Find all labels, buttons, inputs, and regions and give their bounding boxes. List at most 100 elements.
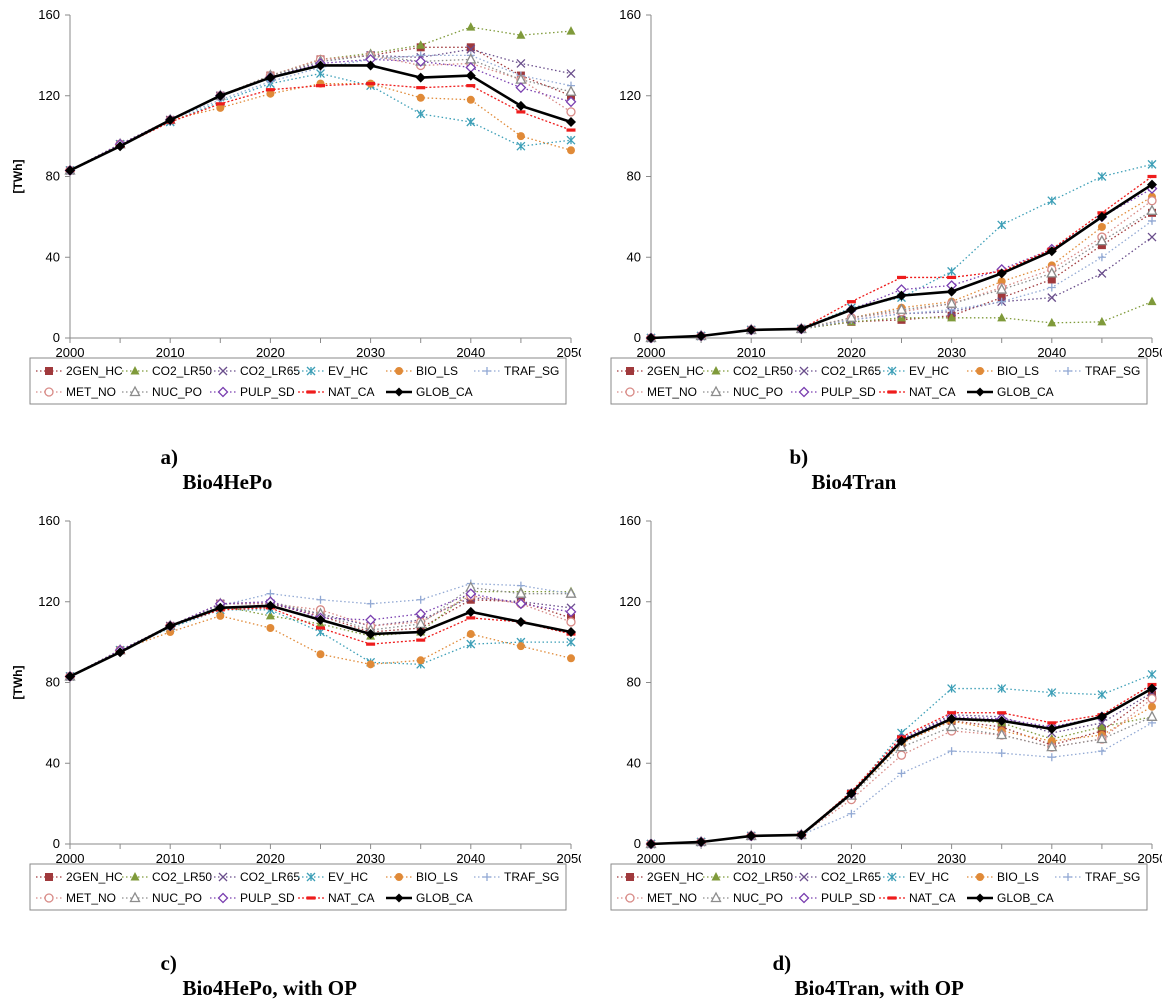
data-point-glob-ca xyxy=(165,114,176,125)
data-point-met-no xyxy=(1147,196,1157,206)
caption-d: d) Bio4Tran, with OP xyxy=(762,926,964,1001)
data-point-nat-ca xyxy=(897,275,906,280)
legend-label: TRAF_SG xyxy=(1085,870,1140,884)
data-point-nat-ca xyxy=(215,102,225,106)
legend-item-bio-ls: BIO_LS xyxy=(386,364,458,378)
y-tick-label: 160 xyxy=(619,7,641,22)
data-point-traf-sg xyxy=(997,749,1006,758)
data-point-bio-ls xyxy=(216,611,225,620)
legend-label: MET_NO xyxy=(66,385,116,399)
legend-item-2gen-hc: 2GEN_HC xyxy=(36,364,123,378)
legend-item-co2-lr50: CO2_LR50 xyxy=(122,870,212,884)
series-nat-ca xyxy=(646,682,1157,846)
legend-label: GLOB_CA xyxy=(997,891,1054,905)
y-tick-label: 0 xyxy=(53,330,60,345)
data-point-glob-ca xyxy=(1096,711,1107,722)
data-point-ev-hc xyxy=(466,639,476,649)
data-point-bio-ls xyxy=(316,650,325,659)
data-point-nuc-po xyxy=(1046,267,1058,278)
legend-item-met-no: MET_NO xyxy=(617,891,697,905)
data-point-ev-hc xyxy=(997,684,1007,694)
data-point-glob-ca xyxy=(215,90,226,101)
data-point-traf-sg xyxy=(1047,753,1056,762)
data-point-ev-hc xyxy=(1047,688,1057,698)
legend-label: NUC_PO xyxy=(733,385,783,399)
legend-marker-co2-lr50 xyxy=(711,872,721,881)
data-point-pulp-sd xyxy=(565,606,577,618)
legend-marker-nuc-po xyxy=(129,891,141,903)
data-point-bio-ls xyxy=(216,103,225,112)
y-tick-label: 40 xyxy=(627,249,641,264)
legend-label: CO2_LR50 xyxy=(152,870,212,884)
legend-marker-bio-ls xyxy=(395,367,403,375)
data-point-nat-ca xyxy=(366,642,376,646)
legend-label: NAT_CA xyxy=(328,891,374,905)
legend-box xyxy=(29,863,567,911)
data-point-glob-ca xyxy=(315,60,326,71)
legend-item-pulp-sd: PULP_SD xyxy=(791,385,876,399)
data-point-glob-ca xyxy=(365,629,376,640)
data-point-ev-hc xyxy=(947,266,957,276)
data-point-bio-ls xyxy=(466,630,475,639)
x-tick-label: 2030 xyxy=(356,851,385,866)
data-point-nuc-po xyxy=(946,720,958,732)
series-line-nat-ca xyxy=(650,683,1153,845)
data-point-glob-ca xyxy=(1147,683,1157,694)
x-tick-label: 2030 xyxy=(937,345,966,360)
legend-label: TRAF_SG xyxy=(1085,364,1140,378)
legend-marker-pulp-sd xyxy=(798,386,810,398)
legend-label: MET_NO xyxy=(66,891,116,905)
y-tick-label: 160 xyxy=(619,513,641,528)
x-tick-label: 2000 xyxy=(56,345,85,360)
legend-label: BIO_LS xyxy=(997,870,1039,884)
x-tick-label: 2010 xyxy=(156,345,185,360)
data-point-bio-ls xyxy=(366,660,375,669)
legend-marker-traf-sg xyxy=(483,873,491,881)
data-point-pulp-sd xyxy=(365,614,377,626)
y-tick-label: 120 xyxy=(619,88,641,103)
legend-marker-met-no xyxy=(44,387,54,397)
caption-c: c) Bio4HePo, with OP xyxy=(150,926,357,1001)
x-tick-label: 2050 xyxy=(557,345,581,360)
data-point-co2-lr50 xyxy=(466,22,476,31)
series-line-ev-hc xyxy=(69,72,572,172)
data-point-nuc-po xyxy=(996,283,1008,294)
legend-label: CO2_LR65 xyxy=(240,364,300,378)
series-co2-lr50 xyxy=(65,22,576,174)
data-point-co2-lr50 xyxy=(566,26,576,35)
legend-marker-met-no xyxy=(625,893,635,903)
legend-item-traf-sg: TRAF_SG xyxy=(474,364,559,378)
legend-marker-co2-lr65 xyxy=(218,872,228,882)
x-tick-label: 2050 xyxy=(1138,851,1162,866)
data-point-nat-ca xyxy=(997,711,1007,715)
series-line-2gen-hc xyxy=(650,694,1153,845)
data-point-nat-ca xyxy=(947,275,957,280)
chart-svg-d: 0 40 80 120 160 2000 2010 2020 2030 2040 2050 2GEN_… xyxy=(610,513,1162,911)
legend-label: NUC_PO xyxy=(733,891,783,905)
data-point-glob-ca xyxy=(65,165,75,176)
legend-item-nuc-po: NUC_PO xyxy=(122,385,202,399)
data-point-glob-ca xyxy=(746,324,757,335)
data-point-co2-lr65 xyxy=(1047,293,1057,303)
series-line-bio-ls xyxy=(69,82,572,172)
legend-item-nat-ca: NAT_CA xyxy=(879,385,955,399)
legend-marker-bio-ls xyxy=(976,367,984,375)
data-point-traf-sg xyxy=(897,769,906,778)
x-tick-label: 2010 xyxy=(156,851,185,866)
data-point-co2-lr50 xyxy=(1097,721,1107,731)
legend-label: CO2_LR50 xyxy=(152,364,212,378)
legend-label: 2GEN_HC xyxy=(66,364,123,378)
legend-marker-bio-ls xyxy=(395,873,403,881)
legend-item-co2-lr65: CO2_LR65 xyxy=(791,364,881,378)
data-point-co2-lr50 xyxy=(1097,316,1107,326)
legend-marker-ev-hc xyxy=(887,872,897,882)
legend-label: PULP_SD xyxy=(240,385,295,399)
data-point-nuc-po xyxy=(515,587,527,598)
caption-c-title: Bio4HePo, with OP xyxy=(182,976,357,1000)
legend-label: NAT_CA xyxy=(909,891,955,905)
legend-box xyxy=(610,863,1148,911)
x-tick-label: 2040 xyxy=(1037,851,1066,866)
data-point-nat-ca xyxy=(316,84,325,88)
y-tick-label: 40 xyxy=(627,755,641,770)
x-tick-label: 2030 xyxy=(356,345,385,360)
